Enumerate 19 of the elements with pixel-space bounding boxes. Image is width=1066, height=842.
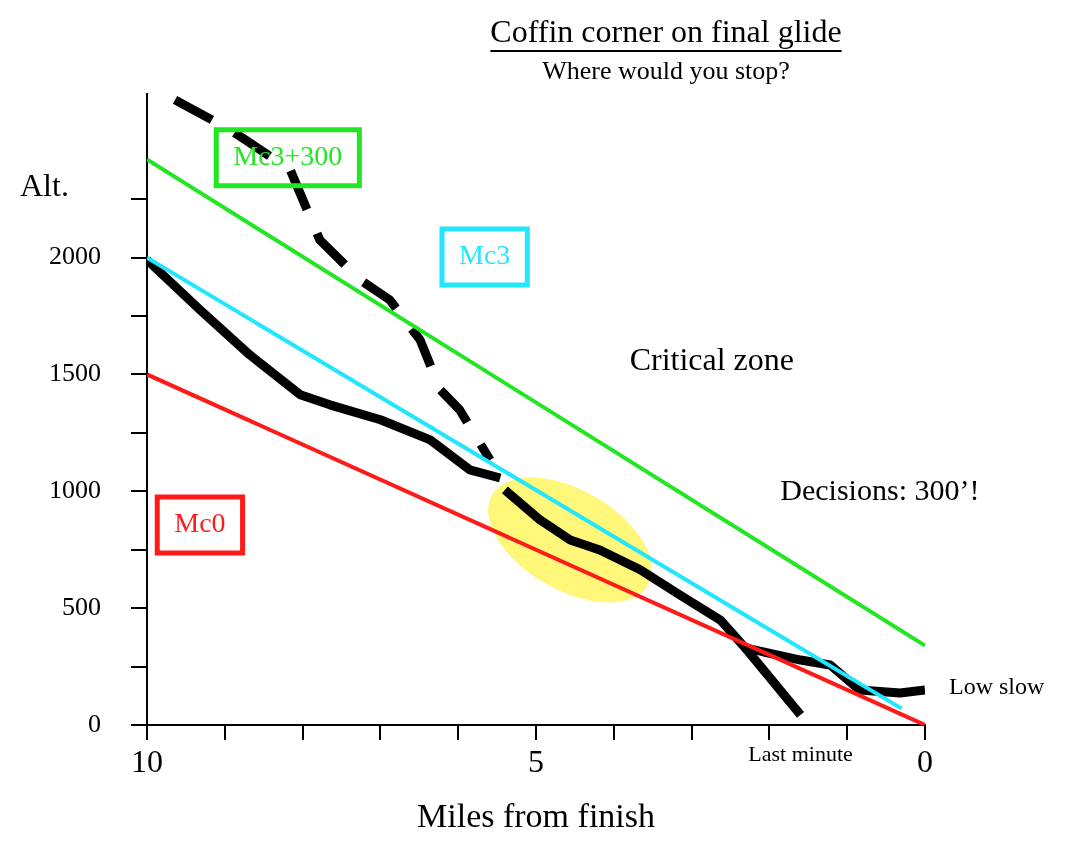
x-axis-title: Miles from finish: [417, 796, 655, 834]
y-tick-label: 1000: [49, 475, 101, 505]
annotation: Low slow: [949, 673, 1045, 700]
annotation: Critical zone: [629, 341, 795, 378]
annotation: Decisions: 300’!: [780, 472, 980, 506]
text: Mc3: [458, 239, 511, 271]
y-tick-label: 500: [62, 591, 101, 621]
y-tick-label: 1500: [49, 358, 101, 388]
x-tick-label: 0: [917, 742, 933, 779]
text: Last minute: [748, 740, 853, 766]
text: Mc0: [174, 507, 226, 539]
y-tick-label: 0: [88, 708, 101, 738]
chart-subtitle: Where would you stop?: [542, 55, 790, 85]
y-tick-label: 2000: [49, 241, 101, 271]
chart-title: Coffin corner on final glide: [490, 13, 842, 50]
x-tick-label: 5: [528, 742, 544, 779]
series-label: Mc3+300: [233, 140, 343, 172]
y-axis-title: Alt.: [20, 166, 69, 203]
x-tick-label: 10: [131, 742, 163, 779]
